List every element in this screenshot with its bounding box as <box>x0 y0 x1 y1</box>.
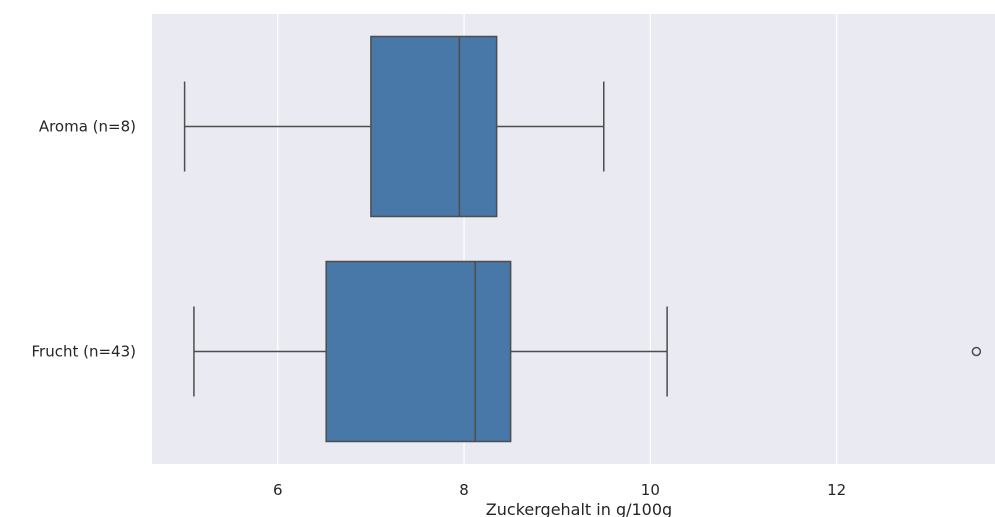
y-tick-label: Frucht (n=43) <box>32 343 136 361</box>
x-tick-label: 6 <box>273 481 283 499</box>
y-tick-labels: Aroma (n=8) Frucht (n=43) <box>32 118 136 361</box>
x-tick-labels: 6 8 10 12 <box>273 481 846 499</box>
x-axis-label: Zuckergehalt in g/100g <box>486 500 672 517</box>
x-tick-label: 12 <box>827 481 846 499</box>
box <box>325 260 512 443</box>
plot-background <box>152 14 995 464</box>
x-tick-label: 10 <box>641 481 660 499</box>
box <box>370 35 498 218</box>
y-tick-label: Aroma (n=8) <box>39 118 136 136</box>
x-tick-label: 8 <box>459 481 469 499</box>
box-series <box>183 35 982 443</box>
outlier-point <box>971 346 982 357</box>
